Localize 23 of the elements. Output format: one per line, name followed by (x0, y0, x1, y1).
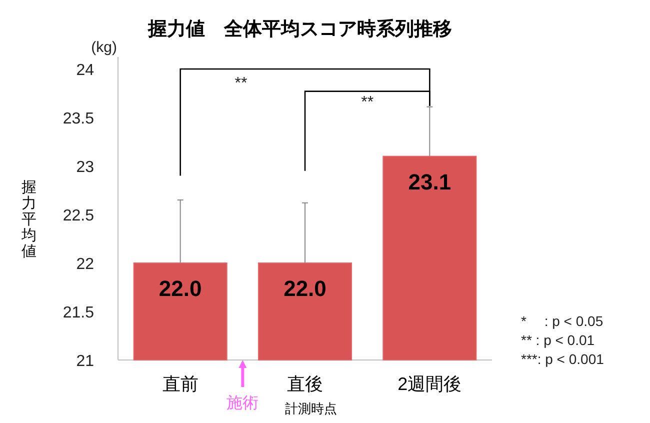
text: ** : p < 0.01 (521, 332, 595, 348)
y-tick-label: 24 (76, 62, 94, 79)
annotation: ** (234, 75, 248, 92)
y-tick-label: 21.5 (62, 304, 94, 322)
y-tick-label: 23.5 (62, 110, 94, 128)
text: 施術 (226, 394, 259, 412)
data-label: 22.0 (158, 276, 202, 301)
y-tick-label: 22 (76, 256, 94, 273)
data-label: 22.0 (284, 276, 326, 301)
x-tick-label: 2週間後 (398, 374, 462, 394)
text: * : p < 0.05 (521, 313, 604, 329)
chart-title: 握力値 全体平均スコア時系列推移 (147, 18, 452, 40)
text: ***: p < 0.001 (521, 351, 604, 367)
y-tick-label: 21 (76, 353, 94, 370)
y-axis-title: 握力平均値 (20, 179, 36, 260)
x-tick-label: 直後 (287, 374, 323, 394)
y-tick-label: 22.5 (62, 208, 94, 224)
annotation: ** (361, 94, 374, 111)
y-tick-label: 23 (76, 159, 94, 176)
x-tick-label: 直前 (162, 374, 198, 394)
x-axis-title: 計測時点 (285, 401, 337, 416)
data-label: 23.1 (408, 169, 452, 194)
text: (kg) (91, 39, 117, 56)
